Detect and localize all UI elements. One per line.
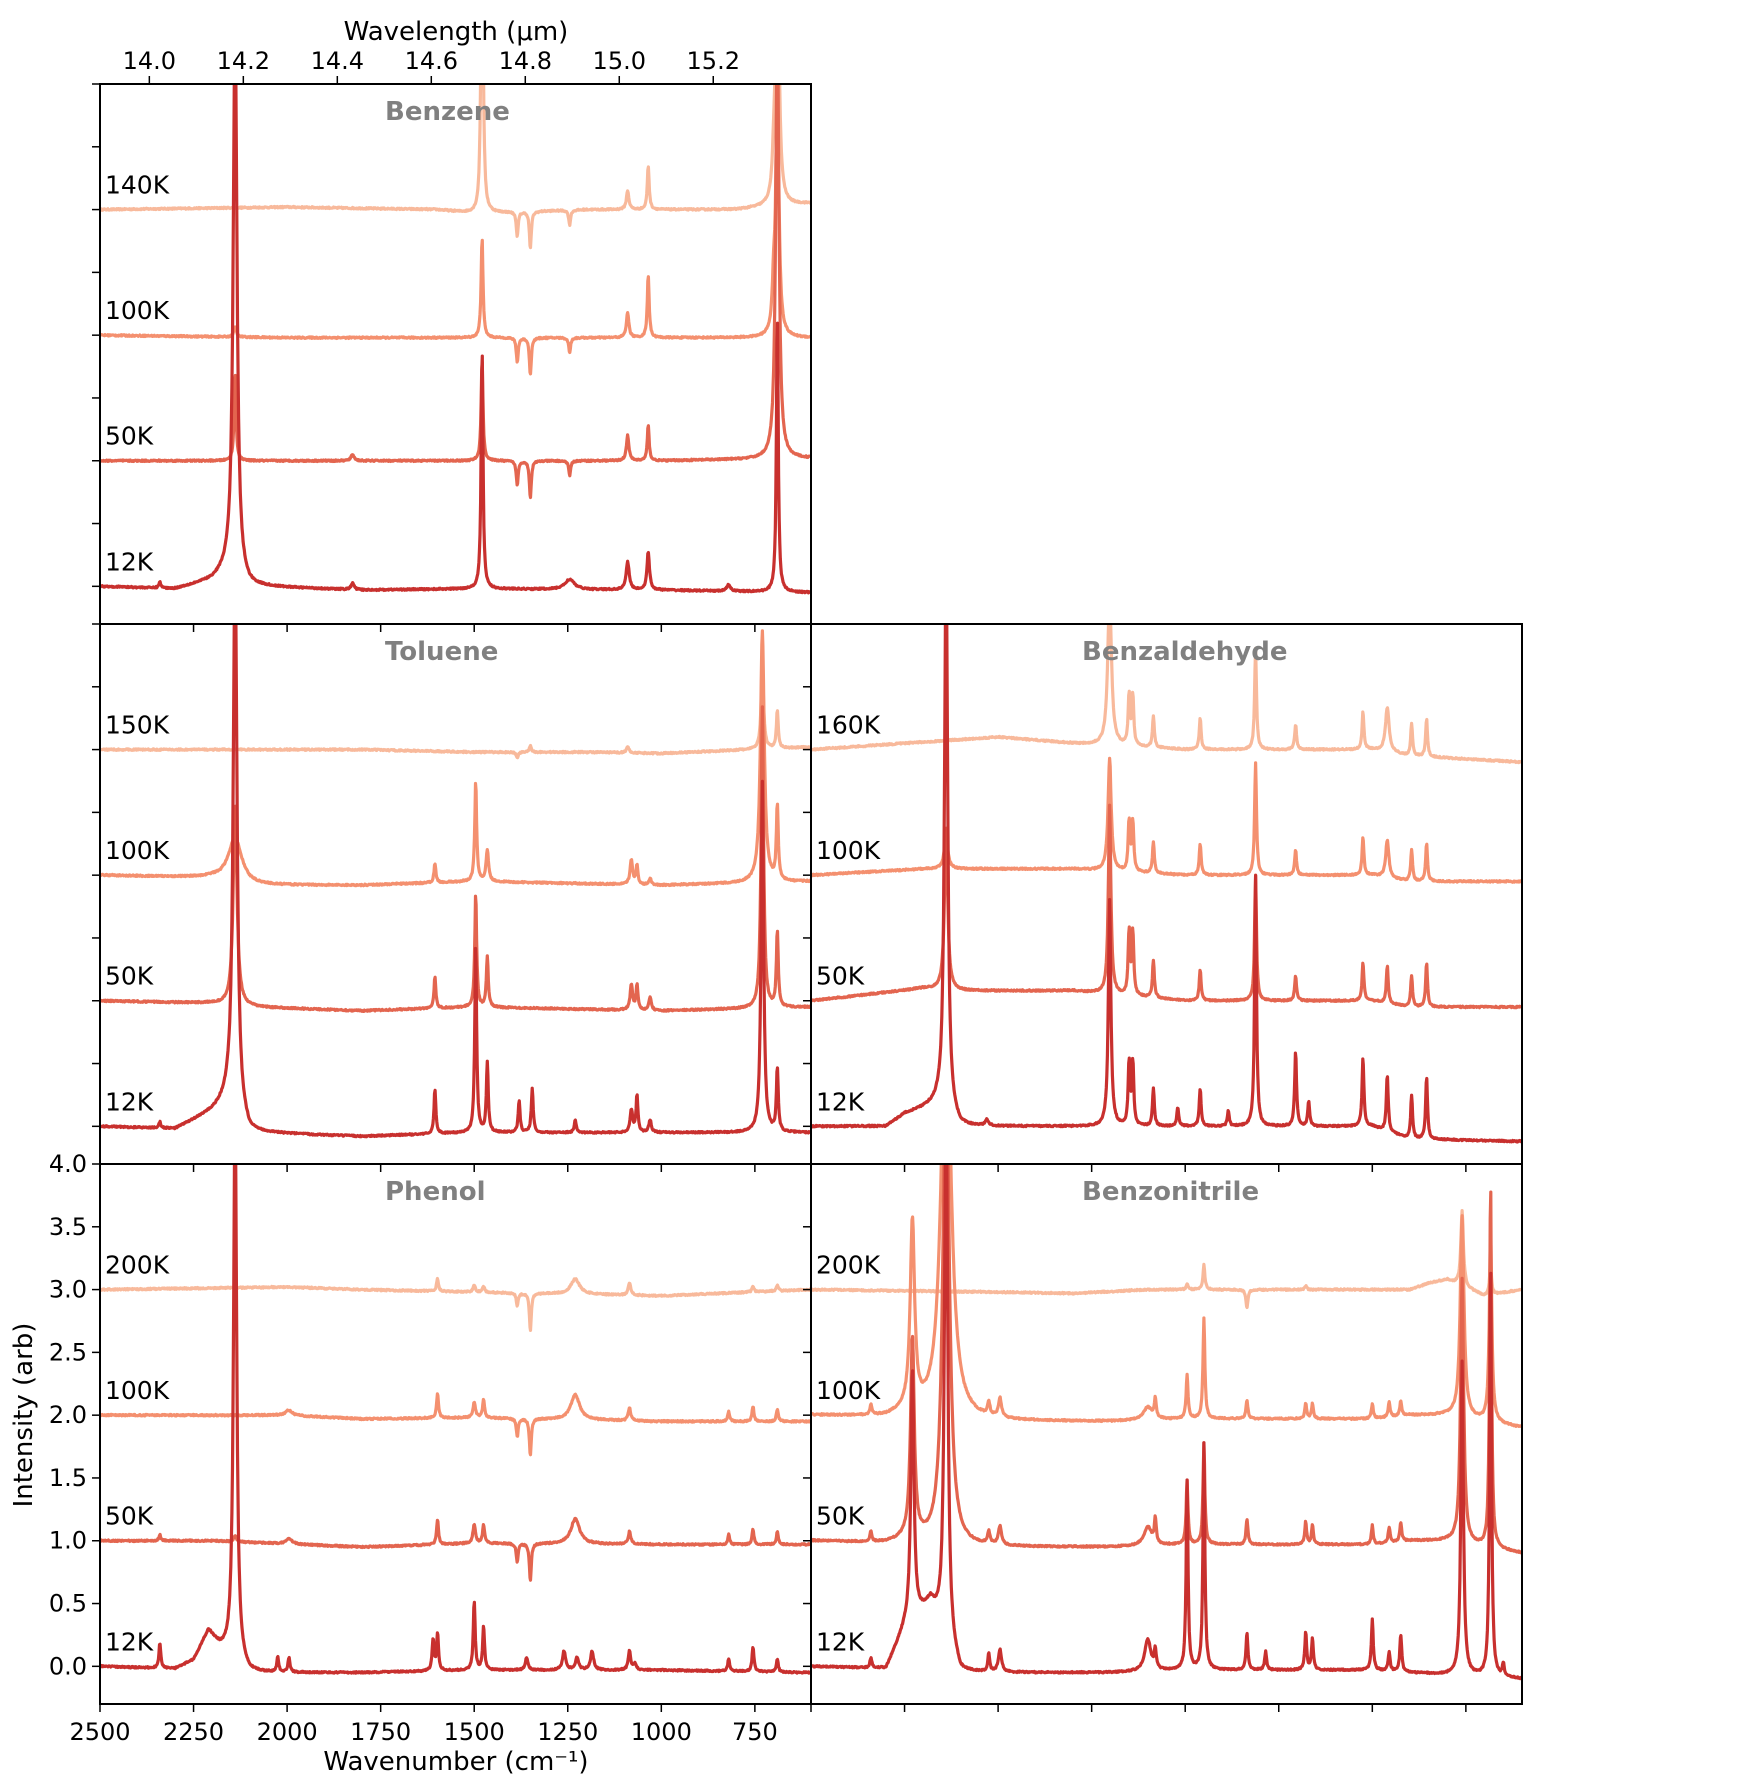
series-label-50K: 50K	[816, 962, 865, 991]
panel-frame	[99, 83, 812, 625]
y-tick-label: 2.5	[49, 1338, 87, 1366]
top-tick-label: 14.6	[405, 47, 458, 75]
y-tick-label: 3.0	[49, 1276, 87, 1304]
series-line-140K	[100, 84, 811, 250]
panel-frame	[810, 623, 1523, 1165]
series-label-150K: 150K	[105, 711, 170, 740]
panel-title: Toluene	[385, 637, 498, 667]
y-tick-label: 3.5	[49, 1213, 87, 1241]
panels: 140K 100K 50K 12K Benzene 150K 100K 50K 12K Tolue…	[92, 83, 1523, 1712]
top-tick-label: 14.8	[499, 47, 552, 75]
bottom-axis: 2500 2250 2000 1750 1500 1250 1000 750 Wavenumb…	[69, 1718, 777, 1777]
series-line-200K	[811, 1209, 1522, 1310]
x-tick-label: 750	[732, 1718, 778, 1746]
series-label-100K: 100K	[816, 836, 881, 865]
series-label-50K: 50K	[105, 962, 154, 991]
series-label-140K: 140K	[105, 171, 170, 200]
series-label-12K: 12K	[816, 1627, 865, 1656]
x-tick-label: 2000	[257, 1718, 318, 1746]
series-line-12K	[100, 1164, 811, 1675]
y-tick-label: 4.0	[49, 1150, 87, 1178]
series-line-100K	[100, 629, 811, 888]
y-tick-label: 0.5	[49, 1590, 87, 1618]
x-tick-labels: 2500 2250 2000 1750 1500 1250 1000 750	[69, 1718, 777, 1746]
y-tick-label: 0.0	[49, 1652, 87, 1680]
panel-frame	[99, 1163, 812, 1705]
series-label-100K: 100K	[816, 1376, 881, 1405]
series-line-50K	[811, 803, 1522, 1010]
series-line-50K	[100, 705, 811, 1013]
x-tick-label: 1250	[537, 1718, 598, 1746]
series-label-50K: 50K	[105, 1502, 154, 1531]
panel-title: Benzaldehyde	[1082, 637, 1288, 667]
series-line-100K	[811, 756, 1522, 884]
series-lines	[811, 624, 1522, 1144]
top-tick-label: 15.2	[687, 47, 740, 75]
panel-title: Benzene	[385, 97, 510, 127]
series-line-160K	[811, 624, 1522, 765]
series-line-12K	[100, 624, 811, 1139]
series-label-160K: 160K	[816, 711, 881, 740]
series-line-50K	[100, 84, 811, 500]
panel-phenol: 200K 100K 50K 12K Phenol	[92, 1163, 812, 1712]
series-line-100K	[100, 1392, 811, 1457]
panel-benzonitrile: 200K 100K 50K 12K Benzonitrile	[803, 1163, 1523, 1712]
series-line-12K	[811, 624, 1522, 1144]
series-line-50K	[100, 1516, 811, 1582]
y-tick-labels: 0.0 0.5 1.0 1.5 2.0 2.5 3.0 3.5 4.0	[49, 1150, 87, 1680]
x-tick-label: 2500	[69, 1718, 130, 1746]
series-lines	[811, 1164, 1522, 1681]
x-tick-label: 1000	[631, 1718, 692, 1746]
series-line-100K	[811, 1164, 1522, 1429]
x-tick-label: 1500	[444, 1718, 505, 1746]
series-line-12K	[811, 1164, 1522, 1681]
x-tick-label: 1750	[350, 1718, 411, 1746]
panel-benzene: 140K 100K 50K 12K Benzene	[92, 83, 812, 632]
y-tick-label: 1.0	[49, 1527, 87, 1555]
top-tick-label: 14.0	[123, 47, 176, 75]
series-line-100K	[100, 84, 811, 376]
series-label-50K: 50K	[816, 1502, 865, 1531]
series-label-100K: 100K	[105, 296, 170, 325]
top-tick-label: 14.2	[217, 47, 270, 75]
top-tick-label: 14.4	[311, 47, 364, 75]
series-lines	[100, 624, 811, 1139]
panel-frame	[810, 1163, 1523, 1705]
series-label-100K: 100K	[105, 836, 170, 865]
series-label-100K: 100K	[105, 1376, 170, 1405]
series-label-12K: 12K	[816, 1087, 865, 1116]
y-tick-label: 1.5	[49, 1464, 87, 1492]
series-line-150K	[100, 665, 811, 760]
series-line-200K	[100, 1276, 811, 1332]
series-line-50K	[811, 1164, 1522, 1555]
series-label-200K: 200K	[105, 1251, 170, 1280]
panel-toluene: 150K 100K 50K 12K Toluene	[92, 623, 812, 1172]
panel-title: Benzonitrile	[1082, 1177, 1259, 1207]
series-label-12K: 12K	[105, 1627, 154, 1656]
y-axis-label: Intensity (arb)	[9, 1323, 39, 1508]
series-line-12K	[100, 84, 811, 595]
panel-frame	[99, 623, 812, 1165]
series-label-12K: 12K	[105, 547, 154, 576]
top-axis: Wavelength (μm) 14.0 14.2 14.4 14.6 14.8 15.0…	[123, 17, 740, 84]
top-tick-labels: 14.0 14.2 14.4 14.6 14.8 15.0 15.2	[123, 47, 740, 84]
series-lines	[100, 84, 811, 595]
panel-title: Phenol	[385, 1177, 485, 1207]
panel-benzaldehyde: 160K 100K 50K 12K Benzaldehyde	[803, 623, 1523, 1172]
top-axis-label: Wavelength (μm)	[344, 17, 569, 47]
series-label-50K: 50K	[105, 422, 154, 451]
left-axis: 0.0 0.5 1.0 1.5 2.0 2.5 3.0 3.5 4.0 Intensity (a…	[9, 1150, 87, 1680]
y-tick-label: 2.0	[49, 1401, 87, 1429]
series-lines	[100, 1164, 811, 1675]
x-axis-label: Wavenumber (cm⁻¹)	[323, 1747, 588, 1777]
series-label-12K: 12K	[105, 1087, 154, 1116]
x-tick-label: 2250	[163, 1718, 224, 1746]
series-label-200K: 200K	[816, 1251, 881, 1280]
top-tick-label: 15.0	[593, 47, 646, 75]
